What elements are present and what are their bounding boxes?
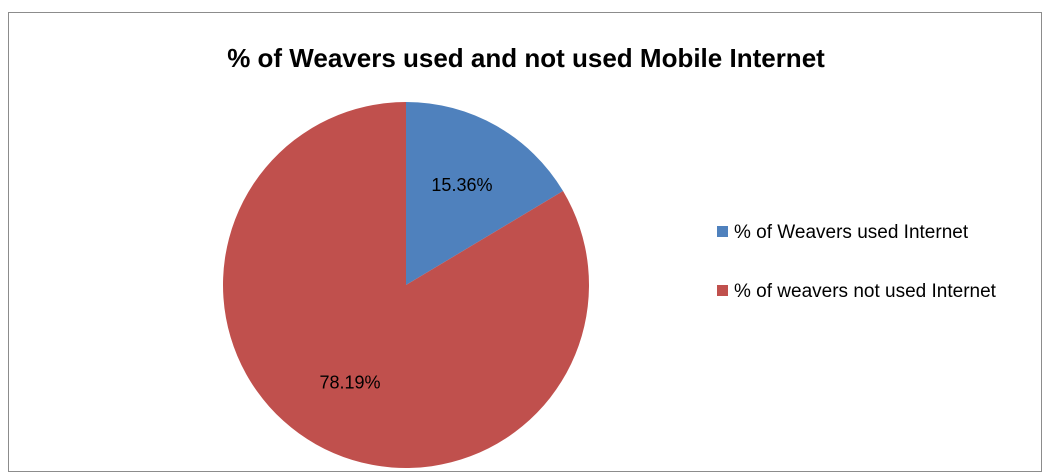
data-label-not-used: 78.19% [320, 372, 381, 392]
pie-slice-not-used [222, 102, 589, 469]
chart-title: % of Weavers used and not used Mobile In… [227, 43, 825, 73]
pie-slice-used [406, 102, 564, 285]
legend: % of Weavers used Internet % of weavers … [717, 220, 1037, 338]
legend-label-used: % of Weavers used Internet [734, 222, 969, 243]
chart-area: % of Weavers used and not used Mobile In… [8, 12, 1042, 472]
legend-swatch-used [717, 226, 728, 237]
pie-chart: 15.36% 78.19% [222, 102, 589, 469]
legend-swatch-not-used [717, 285, 728, 296]
legend-item-used: % of Weavers used Internet [717, 220, 1037, 246]
data-label-used: 15.36% [431, 175, 492, 195]
legend-label-not-used: % of weavers not used Internet [734, 281, 996, 302]
legend-item-not-used: % of weavers not used Internet [717, 279, 1037, 305]
